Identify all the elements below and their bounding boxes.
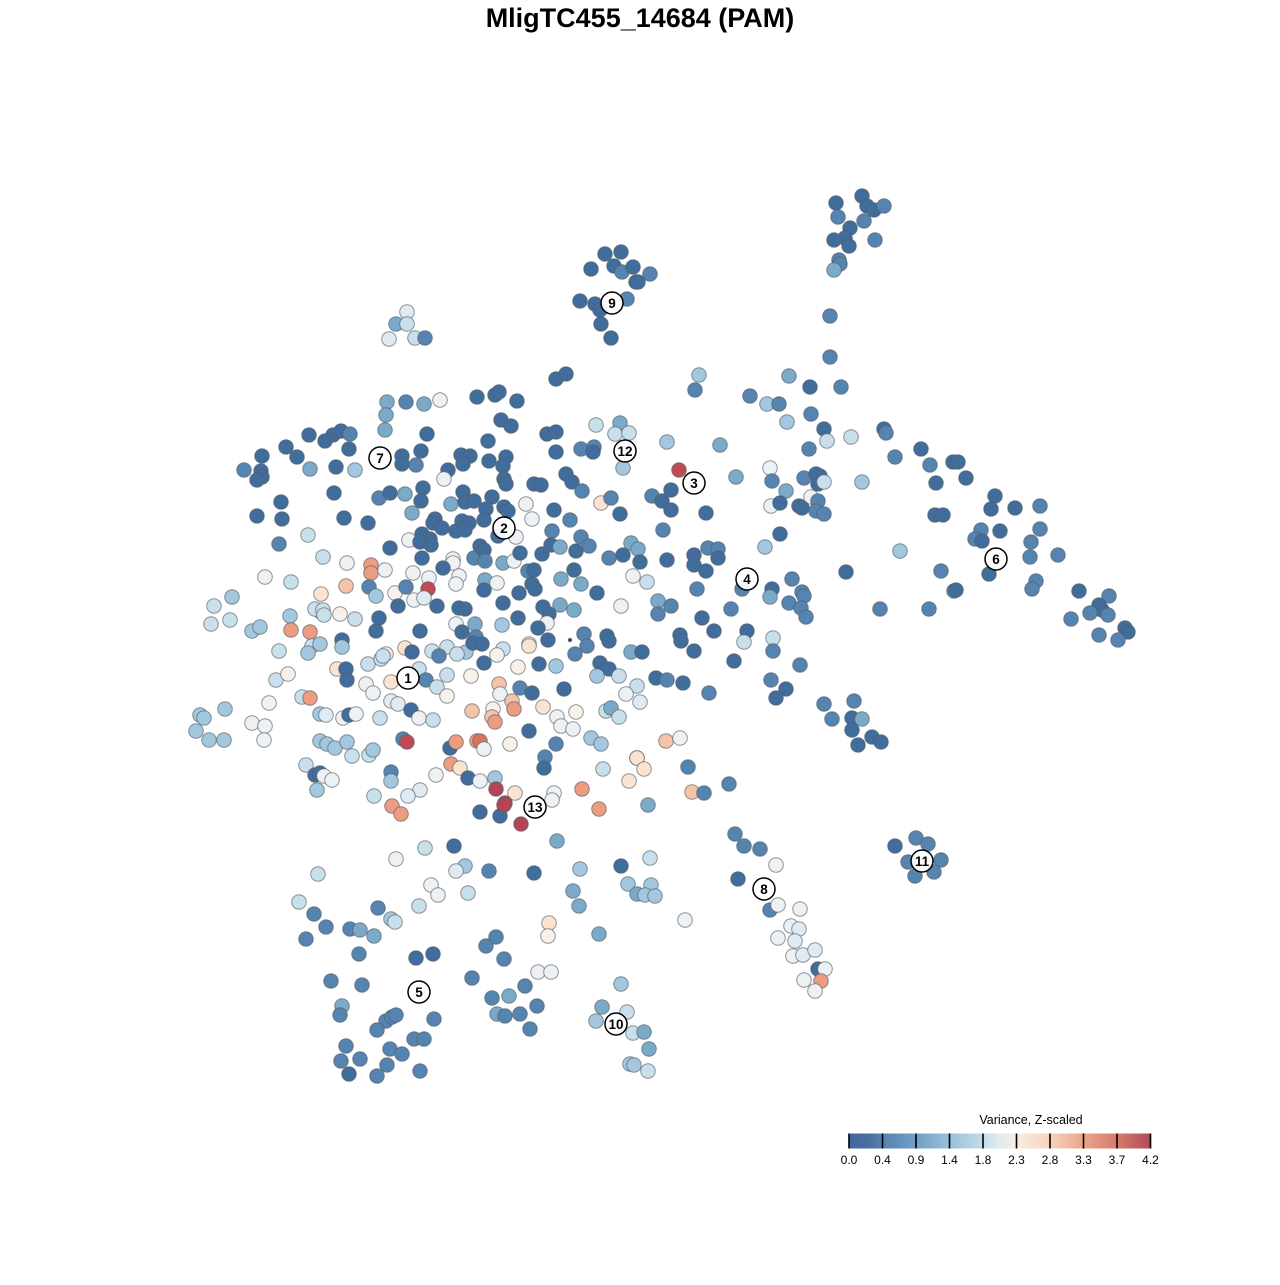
svg-text:2.3: 2.3 [1008,1153,1025,1167]
svg-text:13: 13 [527,800,543,815]
svg-text:1.8: 1.8 [975,1153,992,1167]
svg-text:12: 12 [617,444,632,459]
svg-text:3.3: 3.3 [1075,1153,1092,1167]
svg-text:9: 9 [608,296,616,311]
svg-text:4: 4 [743,572,751,587]
svg-text:0.0: 0.0 [841,1153,858,1167]
svg-text:3: 3 [690,476,698,491]
svg-text:5: 5 [415,985,423,1000]
svg-text:Variance, Z-scaled: Variance, Z-scaled [979,1113,1082,1127]
svg-text:10: 10 [608,1017,623,1032]
svg-text:4.2: 4.2 [1142,1153,1159,1167]
svg-text:2: 2 [500,521,508,536]
svg-text:MligTC455_14684 (PAM): MligTC455_14684 (PAM) [486,3,795,33]
svg-text:6: 6 [992,552,1000,567]
svg-text:2.8: 2.8 [1042,1153,1059,1167]
svg-text:1.4: 1.4 [941,1153,958,1167]
svg-text:7: 7 [376,451,384,466]
svg-text:8: 8 [760,882,768,897]
svg-text:0.9: 0.9 [908,1153,925,1167]
svg-text:11: 11 [915,854,930,869]
svg-text:3.7: 3.7 [1109,1153,1126,1167]
svg-text:0.4: 0.4 [874,1153,891,1167]
svg-text:1: 1 [404,671,412,686]
